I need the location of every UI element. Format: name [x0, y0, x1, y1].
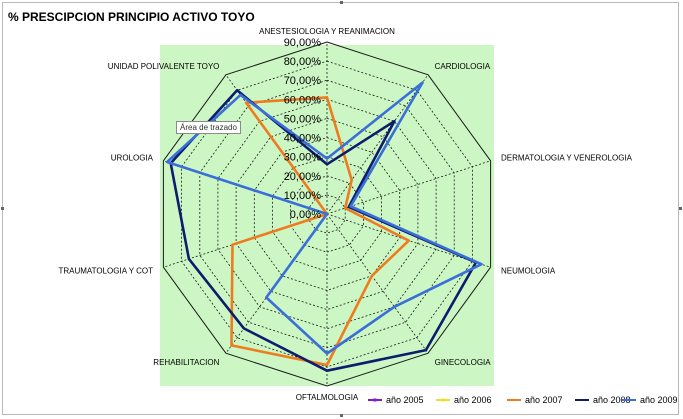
axis-label: NEUMOLOGIA [501, 267, 556, 276]
series-line-3[interactable] [230, 96, 411, 367]
grid-spoke [326, 74, 429, 215]
plot-area-tooltip: Área de trazado [176, 121, 241, 134]
legend-label: año 2009 [640, 395, 678, 405]
axis-label: CARDIOLOGIA [435, 62, 491, 71]
grid-ring [290, 175, 364, 253]
tick-label: 30,00% [284, 152, 322, 164]
resize-handle-right[interactable] [679, 207, 682, 210]
legend-label: año 2006 [454, 395, 492, 405]
axis-label: UROLOGIA [111, 153, 154, 162]
legend-label: año 2007 [525, 395, 563, 405]
axis-label: ANESTESIOLOGIA Y REANIMACION [259, 27, 395, 36]
tick-label: 20,00% [284, 171, 322, 183]
grid-spoke [326, 160, 491, 215]
axis-label: REHABILITACION [153, 358, 219, 367]
chart-title: % PRESCIPCION PRINCIPIO ACTIVO TOYO [8, 10, 255, 24]
axis-label: UNIDAD POLIVALENTE TOYO [108, 62, 220, 71]
resize-handle-top[interactable] [340, 1, 343, 4]
axis-label: GINECOLOGIA [435, 358, 492, 367]
legend-marker [373, 398, 377, 402]
grid-ring [235, 117, 419, 311]
tick-label: 80,00% [284, 56, 322, 68]
tick-label: 90,00% [284, 37, 322, 49]
legend-label: año 2005 [386, 395, 424, 405]
axis-label: TRAUMATOLOGIA Y COT [58, 267, 153, 276]
tick-label: 60,00% [284, 94, 322, 106]
axis-label: OFTALMOLOGIA [296, 393, 359, 402]
legend-marker [441, 398, 445, 402]
axis-label: DERMATOLOGIA Y VENEROLOGIA [501, 153, 633, 162]
resize-handle-bottom[interactable] [340, 414, 343, 417]
resize-handle-left[interactable] [1, 207, 4, 210]
tick-label: 10,00% [284, 190, 322, 202]
tick-label: 50,00% [284, 113, 322, 125]
tick-label: 70,00% [284, 75, 322, 87]
legend-label: año 2008 [593, 395, 631, 405]
tick-label: 0,00% [290, 209, 321, 221]
series-line-5[interactable] [165, 81, 483, 355]
tick-label: 40,00% [284, 133, 322, 145]
grid-spoke [326, 213, 491, 268]
grid-spoke [326, 213, 429, 354]
